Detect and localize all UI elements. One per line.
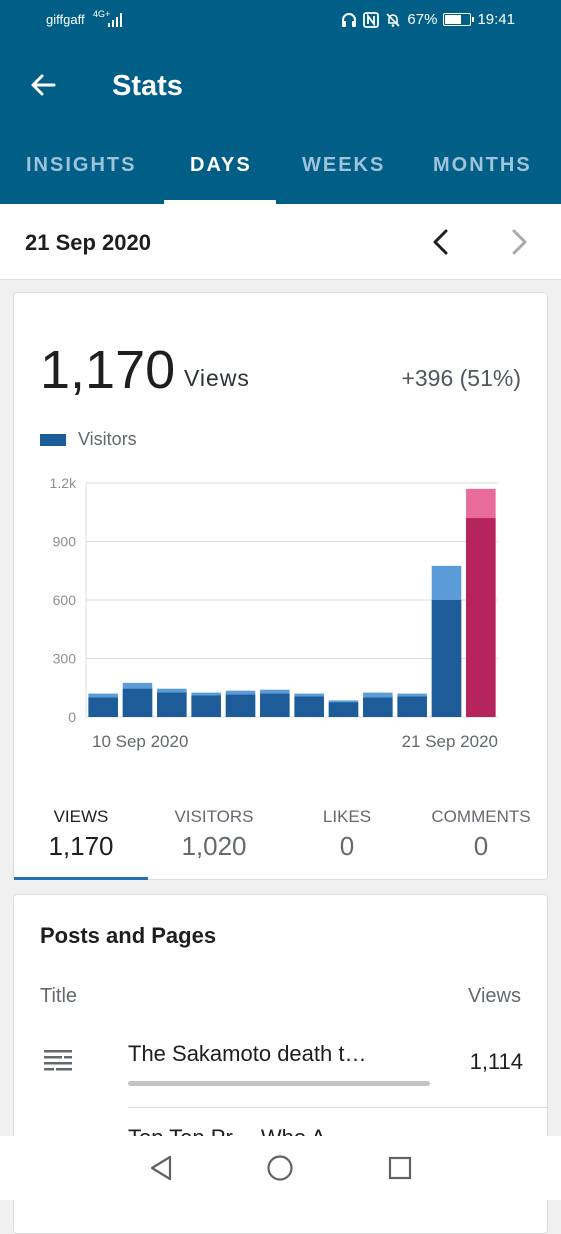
column-header-title: Title bbox=[40, 985, 78, 1007]
y-tick-label: 900 bbox=[53, 534, 77, 550]
bar-visitors bbox=[363, 697, 393, 717]
row-divider bbox=[128, 1107, 549, 1108]
selected-date: 21 Sep 2020 bbox=[25, 230, 151, 255]
stat-tab-value: 1,170 bbox=[48, 831, 114, 861]
y-tick-label: 600 bbox=[53, 592, 77, 608]
post-row[interactable]: The Sakamoto death t… 1,114 Top Ten Pr… … bbox=[14, 1029, 549, 1150]
views-card: 1,170 Views +396 (51%) Visitors 0 300 600 9… bbox=[13, 292, 548, 880]
views-bar-chart: 0 300 600 900 1.2k 10 Sep 2020 21 Sep 2020 bbox=[50, 475, 498, 751]
chart-legend: Visitors bbox=[40, 429, 137, 450]
stat-tab-value: 0 bbox=[339, 831, 355, 861]
stat-tab-comments[interactable]: COMMENTS 0 bbox=[414, 803, 548, 862]
page-title: Stats bbox=[112, 70, 183, 102]
legend-label-visitors: Visitors bbox=[78, 429, 137, 449]
battery-icon bbox=[443, 13, 475, 26]
bar-visitors bbox=[191, 695, 221, 717]
bar-visitors bbox=[88, 697, 118, 717]
stat-tabs: VIEWS 1,170 VISITORS 1,020 LIKES 0 COMME… bbox=[14, 803, 549, 881]
section-title: Posts and Pages bbox=[40, 923, 217, 948]
period-tabs: INSIGHTS DAYS WEEKS MONTHS bbox=[0, 132, 561, 204]
back-arrow-icon[interactable] bbox=[28, 70, 58, 100]
chevron-right-icon[interactable] bbox=[506, 228, 532, 256]
stat-tab-views[interactable]: VIEWS 1,170 bbox=[14, 803, 148, 862]
headphones-icon bbox=[342, 12, 357, 27]
bar-visitors bbox=[431, 600, 462, 717]
stat-tab-label: LIKES bbox=[322, 807, 372, 826]
carrier-name: giffgaff bbox=[46, 12, 85, 27]
bar-visitors bbox=[157, 692, 187, 717]
network-type: 4G+ bbox=[93, 9, 111, 19]
battery-percent: 67% bbox=[407, 11, 438, 28]
tab-insights[interactable]: INSIGHTS bbox=[26, 154, 137, 176]
tab-months[interactable]: MONTHS bbox=[433, 154, 532, 176]
bar-visitors bbox=[328, 702, 359, 717]
signal-icon bbox=[108, 13, 122, 27]
post-views-count: 1,114 bbox=[469, 1049, 523, 1074]
bar-visitors bbox=[225, 694, 256, 717]
date-navigator: 21 Sep 2020 bbox=[0, 204, 561, 280]
stat-tab-label: VISITORS bbox=[174, 807, 254, 826]
document-icon bbox=[44, 1050, 72, 1071]
nfc-icon bbox=[363, 11, 380, 28]
legend-swatch-visitors bbox=[40, 433, 66, 446]
post-title[interactable]: The Sakamoto death t… bbox=[128, 1041, 367, 1066]
x-tick-label: 21 Sep 2020 bbox=[402, 732, 498, 751]
stat-tab-visitors[interactable]: VISITORS 1,020 bbox=[147, 803, 281, 862]
nav-back-icon[interactable] bbox=[148, 1154, 174, 1182]
stat-tab-value: 0 bbox=[473, 831, 489, 861]
active-stat-indicator bbox=[14, 877, 148, 880]
chevron-left-icon[interactable] bbox=[428, 228, 454, 256]
stat-tab-label: COMMENTS bbox=[431, 807, 531, 826]
mute-bell-icon bbox=[386, 12, 400, 27]
system-nav-bar bbox=[0, 1136, 561, 1200]
stat-tab-value: 1,020 bbox=[181, 831, 247, 861]
bar-visitors bbox=[122, 688, 153, 717]
views-total: 1,170 bbox=[40, 340, 176, 400]
tab-weeks[interactable]: WEEKS bbox=[302, 154, 386, 176]
views-unit-label: Views bbox=[184, 365, 250, 391]
bar-visitors bbox=[466, 518, 496, 717]
column-header-views: Views bbox=[468, 985, 521, 1007]
y-tick-label: 1.2k bbox=[50, 475, 77, 491]
tab-days[interactable]: DAYS bbox=[190, 154, 252, 176]
y-tick-label: 300 bbox=[53, 651, 77, 667]
nav-home-icon[interactable] bbox=[266, 1154, 294, 1182]
x-tick-label: 10 Sep 2020 bbox=[92, 732, 188, 751]
clock: 19:41 bbox=[477, 11, 515, 28]
bar-visitors bbox=[397, 696, 427, 717]
y-tick-label: 0 bbox=[68, 709, 76, 725]
stat-tab-likes[interactable]: LIKES 0 bbox=[280, 803, 414, 862]
nav-recents-icon[interactable] bbox=[388, 1156, 412, 1180]
app-bar: Stats bbox=[0, 42, 561, 132]
stat-tab-label: VIEWS bbox=[53, 807, 109, 826]
status-bar: giffgaff 4G+ 67% 19:41 bbox=[0, 0, 561, 42]
views-delta: +396 (51%) bbox=[401, 365, 521, 391]
bar-visitors bbox=[260, 693, 290, 717]
active-tab-indicator bbox=[164, 200, 276, 204]
bar-visitors bbox=[294, 696, 324, 717]
post-views-bar bbox=[128, 1081, 430, 1086]
